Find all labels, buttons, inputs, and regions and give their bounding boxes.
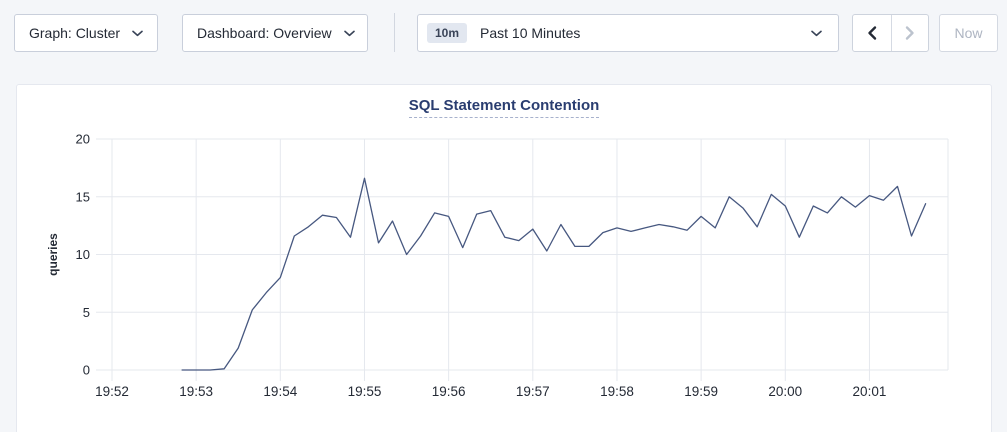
x-tick-label: 20:00 xyxy=(768,384,802,399)
y-tick-label: 20 xyxy=(76,132,90,147)
chart-title[interactable]: SQL Statement Contention xyxy=(408,97,600,118)
graph-dropdown[interactable]: Graph: Cluster xyxy=(14,14,158,52)
chevron-left-icon xyxy=(868,26,876,40)
dashboard-dropdown[interactable]: Dashboard: Overview xyxy=(182,14,368,52)
dashboard-dropdown-label: Dashboard: Overview xyxy=(197,25,332,41)
time-range-label: Past 10 Minutes xyxy=(480,25,581,41)
x-tick-label: 19:56 xyxy=(432,384,466,399)
series-line-queries xyxy=(181,177,927,371)
graph-dropdown-label: Graph: Cluster xyxy=(29,25,121,41)
time-range-badge: 10m xyxy=(427,23,468,43)
topbar: Graph: Cluster Dashboard: Overview 10m P… xyxy=(0,0,1007,70)
y-tick-label: 5 xyxy=(83,305,90,320)
y-tick-label: 15 xyxy=(76,189,90,204)
x-tick-label: 19:53 xyxy=(179,384,213,399)
y-axis-label: queries xyxy=(46,233,60,276)
x-tick-label: 19:58 xyxy=(600,384,634,399)
chevron-down-icon xyxy=(132,30,143,36)
x-tick-label: 20:01 xyxy=(853,384,887,399)
chart-title-row: SQL Statement Contention xyxy=(17,97,991,118)
time-step-buttons xyxy=(852,14,929,52)
chart-canvas[interactable]: 0 5 10 15 20 19:52 19:53 19:54 19:55 19:56 19:57 19… xyxy=(17,85,991,432)
chart-panel: SQL Statement Contention 0 5 10 15 20 19:52 19… xyxy=(16,84,992,432)
x-tick-label: 19:57 xyxy=(516,384,550,399)
time-back-button[interactable] xyxy=(853,15,891,51)
time-forward-button[interactable] xyxy=(890,15,929,51)
x-tick-label: 19:54 xyxy=(263,384,297,399)
chevron-down-icon xyxy=(811,30,822,36)
topbar-divider xyxy=(394,13,395,52)
now-button[interactable]: Now xyxy=(939,14,998,52)
chevron-right-icon xyxy=(905,26,914,40)
y-tick-label: 10 xyxy=(76,247,90,262)
x-tick-label: 19:59 xyxy=(684,384,718,399)
y-tick-label: 0 xyxy=(83,363,90,378)
chevron-down-icon xyxy=(343,30,355,36)
time-range-selector[interactable]: 10m Past 10 Minutes xyxy=(417,14,839,52)
x-tick-label: 19:55 xyxy=(348,384,382,399)
x-tick-label: 19:52 xyxy=(95,384,129,399)
